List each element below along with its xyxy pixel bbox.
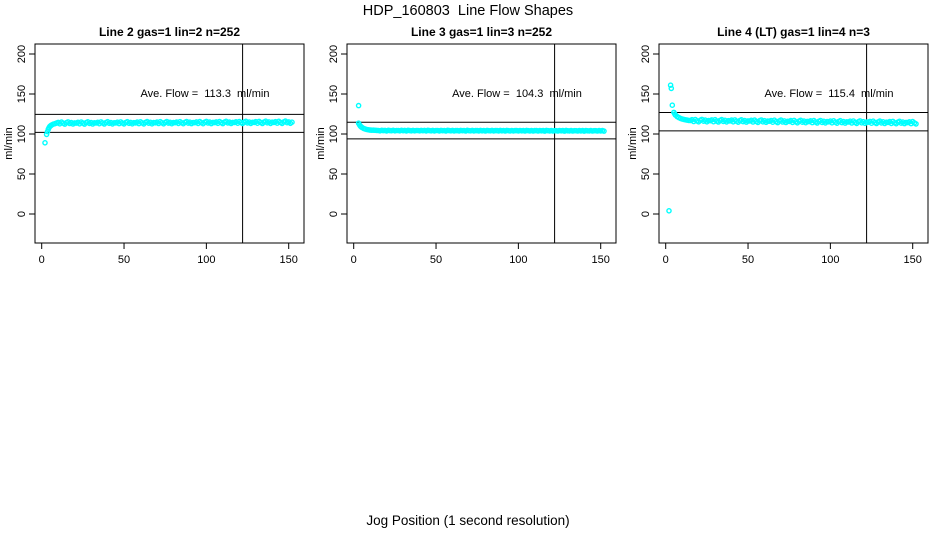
flow-panel-line2: Line 2 gas=1 lin=2 n=252 0 50 100 150 200 0 5… <box>3 25 305 266</box>
x-tick-label: 50 <box>118 254 130 266</box>
y-tick-label: 0 <box>328 211 340 217</box>
y-tick-label: 50 <box>16 168 28 180</box>
y-axis: 0 50 100 150 200 <box>640 45 659 217</box>
y-tick-label: 100 <box>640 125 652 143</box>
flow-panel-line4: Line 4 (LT) gas=1 lin=4 n=3 0 50 100 150 200… <box>627 25 929 266</box>
x-axis: 0 50 100 150 <box>39 243 298 266</box>
y-tick-label: 50 <box>640 168 652 180</box>
data-point <box>667 82 674 88</box>
ave-flow-annotation: Ave. Flow = 115.4 ml/min <box>765 88 894 100</box>
data-point <box>666 207 672 214</box>
x-tick-label: 0 <box>351 254 357 266</box>
y-axis-label: ml/min <box>3 127 15 159</box>
data-point <box>913 121 919 127</box>
y-axis: 0 50 100 150 200 <box>16 45 35 217</box>
x-tick-label: 100 <box>509 254 527 266</box>
y-tick-label: 100 <box>16 125 28 143</box>
y-tick-label: 150 <box>640 85 652 103</box>
data-point <box>601 128 607 134</box>
plot-box <box>658 43 929 244</box>
y-tick-label: 0 <box>16 211 28 217</box>
panel-title: Line 2 gas=1 lin=2 n=252 <box>99 25 240 39</box>
y-tick-label: 200 <box>328 45 340 63</box>
panel-title: Line 4 (LT) gas=1 lin=4 n=3 <box>717 25 870 39</box>
x-tick-label: 50 <box>430 254 442 266</box>
data-point <box>355 102 362 109</box>
x-axis: 0 50 100 150 <box>351 243 610 266</box>
y-tick-label: 0 <box>640 211 652 217</box>
y-axis-label: ml/min <box>315 127 327 159</box>
data-point <box>43 131 50 138</box>
y-axis-label: ml/min <box>627 127 639 159</box>
ave-flow-annotation: Ave. Flow = 113.3 ml/min <box>141 88 270 100</box>
plot-box <box>346 43 617 244</box>
plot-box <box>34 43 305 244</box>
x-tick-label: 100 <box>821 254 839 266</box>
reference-lines <box>35 44 304 243</box>
x-tick-label: 150 <box>904 254 922 266</box>
page-title: HDP_160803 Line Flow Shapes <box>362 3 574 19</box>
data-point <box>289 119 295 125</box>
x-tick-label: 100 <box>197 254 215 266</box>
data-points <box>666 82 919 214</box>
data-points <box>42 118 295 146</box>
data-points <box>355 102 607 134</box>
reference-lines <box>659 44 928 243</box>
reference-lines <box>347 44 616 243</box>
x-tick-label: 0 <box>39 254 45 266</box>
x-tick-label: 50 <box>742 254 754 266</box>
x-axis-label: Jog Position (1 second resolution) <box>366 513 570 528</box>
data-point <box>42 139 48 146</box>
y-tick-label: 150 <box>16 85 28 103</box>
y-tick-label: 200 <box>640 45 652 63</box>
x-tick-label: 0 <box>663 254 669 266</box>
x-axis: 0 50 100 150 <box>663 243 922 266</box>
data-point <box>668 85 675 92</box>
panel-title: Line 3 gas=1 lin=3 n=252 <box>411 25 552 39</box>
x-tick-label: 150 <box>592 254 610 266</box>
data-point <box>669 102 676 108</box>
y-tick-label: 50 <box>328 168 340 180</box>
y-tick-label: 150 <box>328 85 340 103</box>
y-axis: 0 50 100 150 200 <box>328 45 347 217</box>
y-tick-label: 200 <box>16 45 28 63</box>
ave-flow-annotation: Ave. Flow = 104.3 ml/min <box>452 88 582 100</box>
x-tick-label: 150 <box>280 254 298 266</box>
flow-panel-line3: Line 3 gas=1 lin=3 n=252 0 50 100 150 200 0 5… <box>315 25 617 266</box>
y-tick-label: 100 <box>328 125 340 143</box>
